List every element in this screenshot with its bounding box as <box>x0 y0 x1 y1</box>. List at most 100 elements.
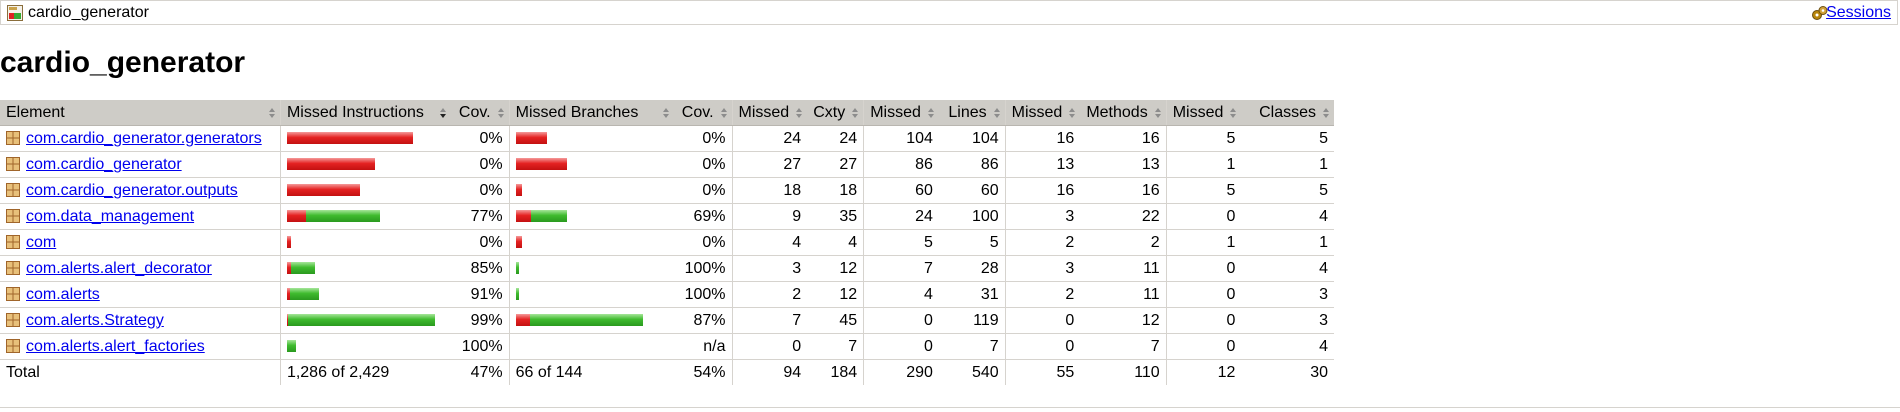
missed-classes-cell: 0 <box>1165 333 1242 360</box>
cov-instructions-cell: 100% <box>450 333 510 360</box>
cov-branches-cell: 0% <box>673 151 733 178</box>
cxty-cell: 12 <box>807 281 864 308</box>
missed-lines-cell: 4 <box>863 281 939 308</box>
sort-icon <box>720 108 727 118</box>
package-link[interactable]: com.alerts <box>26 285 100 303</box>
package-icon <box>6 234 20 249</box>
missed-cxty-cell: 9 <box>731 203 808 230</box>
missed-cxty-cell: 2 <box>731 281 808 308</box>
missed-instructions-cell <box>279 281 451 308</box>
cxty-cell: 24 <box>807 125 864 152</box>
breadcrumb-label: cardio_generator <box>28 4 149 21</box>
missed-lines-cell: 104 <box>863 125 939 152</box>
total-missed-instructions: 1,286 of 2,429 <box>279 359 451 385</box>
methods-cell: 2 <box>1080 229 1167 256</box>
col-header-missed-branches[interactable]: Missed Branches <box>508 100 674 126</box>
col-header-element[interactable]: Element <box>0 100 281 126</box>
missed-branches-cell <box>508 307 674 334</box>
missed-classes-cell: 0 <box>1165 307 1242 334</box>
package-link[interactable]: com.alerts.alert_decorator <box>26 259 212 277</box>
sort-icon <box>497 108 504 118</box>
element-cell: com.cardio_generator.outputs <box>0 177 281 204</box>
package-link[interactable]: com.alerts.Strategy <box>26 311 164 329</box>
col-header-methods[interactable]: Methods <box>1080 100 1167 126</box>
covered-bar <box>305 210 380 223</box>
col-header-label: Element <box>6 103 65 121</box>
package-link[interactable]: com <box>26 233 57 251</box>
package-link[interactable]: com.cardio_generator.outputs <box>26 181 238 199</box>
col-header-missed-cxty[interactable]: Missed <box>731 100 808 126</box>
footer-divider <box>0 407 1900 408</box>
missed-instructions-cell <box>279 255 451 282</box>
missed-methods-cell: 0 <box>1004 307 1081 334</box>
total-cov-branches: 54% <box>693 363 726 381</box>
sessions-icon[interactable] <box>1811 5 1829 21</box>
missed-instructions-cell <box>279 307 451 334</box>
methods-cell: 16 <box>1080 125 1167 152</box>
sessions-link[interactable]: Sessions <box>1826 4 1891 21</box>
missed-cxty-cell: 18 <box>731 177 808 204</box>
col-header-label: Methods <box>1086 103 1148 121</box>
cov-instructions-cell: 85% <box>450 255 510 282</box>
missed-classes-cell: 1 <box>1165 151 1242 178</box>
missed-branches-cell <box>508 255 674 282</box>
lines-cell: 119 <box>938 307 1006 334</box>
col-header-missed-lines[interactable]: Missed <box>863 100 939 126</box>
lines-cell: 104 <box>938 125 1006 152</box>
col-header-cov-branches[interactable]: Cov. <box>673 100 733 126</box>
cov-instructions-cell: 77% <box>450 203 510 230</box>
missed-lines-cell: 5 <box>863 229 939 256</box>
covered-bar <box>290 262 315 275</box>
col-header-classes[interactable]: Classes <box>1241 100 1334 126</box>
cov-instructions-cell: 99% <box>450 307 510 334</box>
col-header-cxty[interactable]: Cxty <box>807 100 864 126</box>
total-cov-instructions: 47% <box>470 363 503 381</box>
missed-instructions-cell <box>279 177 451 204</box>
missed-bar <box>515 158 567 171</box>
col-header-cov-instructions[interactable]: Cov. <box>450 100 510 126</box>
missed-methods-cell: 16 <box>1004 177 1081 204</box>
cov-branches-cell: 100% <box>673 281 733 308</box>
col-header-label: Cov. <box>458 103 491 121</box>
table-row: com.cardio_generator.outputs 0% 0% 18 18 60 60… <box>0 177 1334 204</box>
missed-cxty-cell: 24 <box>731 125 808 152</box>
element-cell: com.alerts <box>0 281 281 308</box>
package-icon <box>6 312 20 327</box>
package-link[interactable]: com.alerts.alert_factories <box>26 337 205 355</box>
cov-instructions-cell: 0% <box>450 151 510 178</box>
table-row: com.cardio_generator.generators 0% 0% 24 24 1… <box>0 125 1334 152</box>
classes-cell: 3 <box>1241 307 1334 334</box>
col-header-missed-instructions[interactable]: Missed Instructions <box>279 100 451 126</box>
classes-cell: 5 <box>1241 125 1334 152</box>
table-row: com.alerts 91% 100% 2 12 4 31 2 11 0 3 <box>0 281 1334 308</box>
package-link[interactable]: com.cardio_generator <box>26 155 182 173</box>
missed-bar <box>286 184 360 197</box>
missed-lines-cell: 86 <box>863 151 939 178</box>
col-header-missed-methods[interactable]: Missed <box>1004 100 1081 126</box>
col-header-missed-classes[interactable]: Missed <box>1165 100 1242 126</box>
lines-cell: 7 <box>938 333 1006 360</box>
sort-icon <box>796 108 803 118</box>
table-row: com.cardio_generator 0% 0% 27 27 86 86 13 13 1 1 <box>0 151 1334 178</box>
missed-branches-cell <box>508 203 674 230</box>
missed-instructions-cell <box>279 333 451 360</box>
methods-cell: 7 <box>1080 333 1167 360</box>
missed-instructions-cell <box>279 151 451 178</box>
total-label: Total <box>6 363 40 381</box>
col-header-lines[interactable]: Lines <box>938 100 1006 126</box>
package-icon <box>6 182 20 197</box>
package-icon <box>6 156 20 171</box>
cov-branches-cell: 69% <box>673 203 733 230</box>
missed-bar <box>515 236 522 249</box>
package-link[interactable]: com.data_management <box>26 207 195 225</box>
methods-cell: 12 <box>1080 307 1167 334</box>
total-classes: 30 <box>1310 363 1328 381</box>
element-cell: com.alerts.alert_decorator <box>0 255 281 282</box>
col-header-label: Classes <box>1259 103 1316 121</box>
missed-cxty-cell: 7 <box>731 307 808 334</box>
package-link[interactable]: com.cardio_generator.generators <box>26 129 262 147</box>
col-header-label: Cxty <box>813 103 846 121</box>
classes-cell: 4 <box>1241 203 1334 230</box>
missed-lines-cell: 0 <box>863 307 939 334</box>
package-icon <box>6 338 20 353</box>
